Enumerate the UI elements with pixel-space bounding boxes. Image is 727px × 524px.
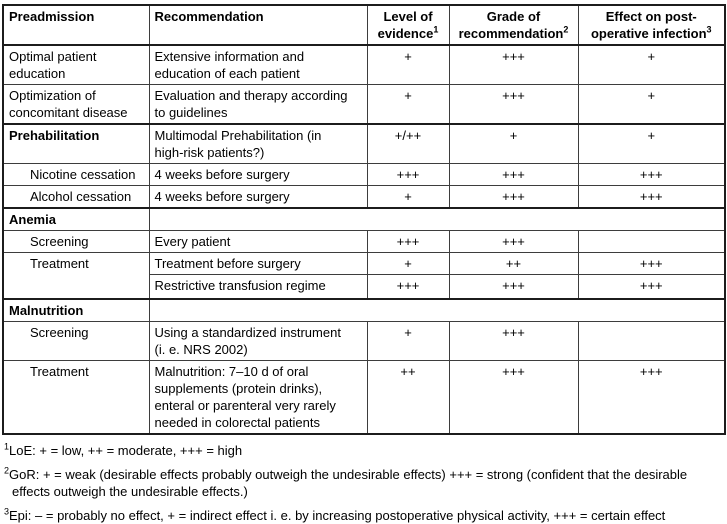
section-empty-cell [148, 207, 726, 231]
table-row: Optimal patient education Extensive info… [2, 44, 726, 85]
epi-value-cell: +++ [577, 274, 726, 299]
loe-value-cell: +++ [366, 274, 450, 299]
recommendation-cell: Extensive information and education of e… [148, 44, 368, 85]
table-row: Treatment Treatment before surgery + ++ … [2, 252, 726, 299]
category-cell: Treatment [2, 252, 150, 299]
recommendation-cell: Multimodal Prehabilitation (in high-risk… [148, 123, 368, 164]
category-cell: Screening [2, 320, 150, 361]
recommendation-cell: Malnutrition: 7–10 d of oral supplements… [148, 359, 368, 434]
loe-value-cell: +++ [366, 163, 450, 186]
table-row: Screening Every patient +++ +++ [2, 230, 726, 253]
section-row-anemia: Anemia [2, 207, 726, 231]
loe-value-cell: +++ [366, 230, 450, 253]
section-empty-cell [148, 297, 726, 322]
footnote-text: LoE: + = low, ++ = moderate, +++ = high [9, 442, 243, 458]
epi-value-cell: + [577, 84, 726, 125]
header-label: Preadmission [9, 9, 95, 24]
epi-value-cell: +++ [577, 185, 726, 209]
category-cell: Nicotine cessation [2, 163, 150, 186]
gor-value-cell: +++ [448, 359, 579, 434]
footnotes: 1LoE: + = low, ++ = moderate, +++ = high… [2, 435, 725, 524]
header-sup: 3 [706, 24, 712, 35]
epi-value-cell: +++ [577, 163, 726, 186]
epi-value-cell: + [577, 44, 726, 85]
loe-value-cell: ++ [366, 359, 450, 434]
category-cell: Prehabilitation [2, 123, 150, 164]
footnote-sup: 2 [4, 465, 10, 476]
category-cell: Screening [2, 230, 150, 253]
recommendation-cell: 4 weeks before surgery [148, 185, 368, 209]
gor-value-cell: +++ [448, 274, 579, 299]
table-row: Screening Using a standardized instrumen… [2, 320, 726, 361]
header-grade-of-recommendation: Grade of recommendation2 [448, 4, 579, 46]
gor-value-cell: + [448, 123, 579, 164]
header-label: Level of evidence [377, 9, 434, 41]
footnote-text: GoR: + = weak (desirable effects probabl… [9, 466, 688, 499]
gor-value-cell: +++ [448, 84, 579, 125]
category-cell: Anemia [2, 207, 150, 231]
section-row-malnutrition: Malnutrition [2, 297, 726, 322]
table-row: Nicotine cessation 4 weeks before surger… [2, 163, 726, 186]
recommendation-cell: Evaluation and therapy according to guid… [148, 84, 368, 125]
table-row: Treatment Malnutrition: 7–10 d of oral s… [2, 359, 726, 434]
category-cell: Malnutrition [2, 297, 150, 322]
category-cell: Optimization of concomitant disease [2, 84, 150, 125]
epi-value-cell: + [577, 123, 726, 164]
footnote-text: Epi: – = probably no effect, + = indirec… [9, 507, 666, 523]
recommendations-table: Preadmission Recommendation Level of evi… [2, 4, 726, 435]
header-level-of-evidence: Level of evidence1 [366, 4, 450, 46]
epi-value-cell [577, 320, 726, 361]
gor-value-cell: +++ [448, 44, 579, 85]
loe-value-cell: + [366, 44, 450, 85]
header-recommendation: Recommendation [148, 4, 368, 46]
header-label: Recommendation [154, 9, 264, 24]
gor-value-cell: +++ [448, 320, 579, 361]
loe-value-cell: +/++ [366, 123, 450, 164]
header-sup: 1 [433, 24, 439, 35]
recommendation-cell: Treatment before surgery [148, 252, 368, 275]
footnote-epi: 3Epi: – = probably no effect, + = indire… [4, 507, 721, 524]
gor-value-cell: +++ [448, 185, 579, 209]
footnote-loe: 1LoE: + = low, ++ = moderate, +++ = high [4, 442, 721, 459]
table-row: Optimization of concomitant disease Eval… [2, 84, 726, 125]
loe-value-cell: + [366, 84, 450, 125]
gor-value-cell: ++ [448, 252, 579, 275]
header-label: Effect on post-operative infection [590, 9, 707, 41]
loe-value-cell: + [366, 185, 450, 209]
header-label: Grade of recommendation [458, 9, 564, 41]
loe-value-cell: + [366, 252, 450, 275]
epi-value-cell: +++ [577, 359, 726, 434]
section-row-prehabilitation: Prehabilitation Multimodal Prehabilitati… [2, 123, 726, 164]
gor-value-cell: +++ [448, 163, 579, 186]
recommendation-cell: 4 weeks before surgery [148, 163, 368, 186]
gor-value-cell: +++ [448, 230, 579, 253]
footnote-sup: 1 [4, 441, 10, 452]
loe-value-cell: + [366, 320, 450, 361]
header-sup: 2 [563, 24, 569, 35]
epi-value-cell [577, 230, 726, 253]
category-cell: Treatment [2, 359, 150, 434]
category-cell: Alcohol cessation [2, 185, 150, 209]
category-cell: Optimal patient education [2, 44, 150, 85]
epi-value-cell: +++ [577, 252, 726, 275]
table-header-row: Preadmission Recommendation Level of evi… [2, 4, 726, 46]
recommendation-cell: Every patient [148, 230, 368, 253]
header-postop-infection: Effect on post-operative infection3 [577, 4, 726, 46]
recommendation-cell: Using a standardized instrument (i. e. N… [148, 320, 368, 361]
footnote-sup: 3 [4, 506, 10, 517]
recommendation-cell: Restrictive transfusion regime [148, 274, 368, 299]
table-row: Alcohol cessation 4 weeks before surgery… [2, 185, 726, 209]
footnote-gor: 2GoR: + = weak (desirable effects probab… [4, 466, 721, 500]
table-row: Restrictive transfusion regime +++ +++ +… [3, 274, 726, 299]
header-preadmission: Preadmission [2, 4, 150, 46]
